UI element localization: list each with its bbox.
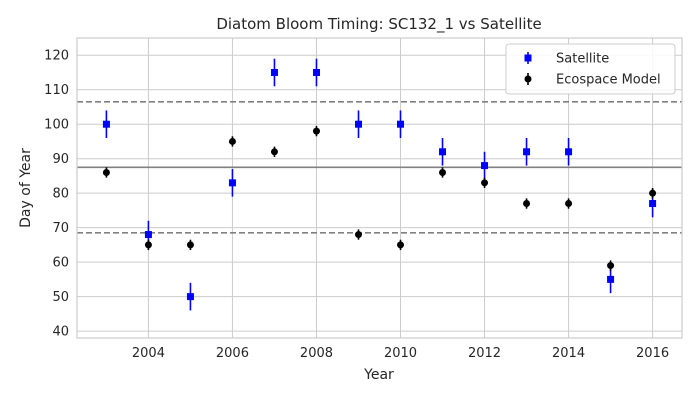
x-tick-label: 2010	[384, 346, 417, 361]
ecospace-model-point	[439, 168, 447, 176]
legend-satellite-marker	[524, 54, 532, 62]
x-tick-label: 2012	[468, 346, 501, 361]
ecospace-model-point	[354, 231, 362, 239]
ecospace-model-point	[186, 241, 194, 249]
chart-title: Diatom Bloom Timing: SC132_1 vs Satellit…	[216, 15, 541, 34]
y-tick-label: 60	[52, 256, 69, 271]
satellite-point	[354, 120, 362, 128]
y-tick-label: 100	[44, 118, 69, 133]
satellite-point	[523, 148, 531, 156]
legend-satellite-label: Satellite	[556, 52, 609, 67]
satellite-point	[439, 148, 447, 156]
satellite-point	[102, 120, 110, 128]
x-tick-label: 2004	[132, 346, 165, 361]
satellite-point	[481, 162, 489, 170]
ecospace-model-point	[523, 200, 531, 208]
ecospace-model-point	[228, 137, 236, 145]
satellite-point	[565, 148, 573, 156]
x-tick-label: 2016	[636, 346, 669, 361]
x-tick-label: 2006	[216, 346, 249, 361]
satellite-point	[228, 179, 236, 187]
ecospace-model-point	[144, 241, 152, 249]
satellite-point	[270, 68, 278, 76]
satellite-point	[186, 293, 194, 301]
y-axis-label: Day of Year	[18, 148, 34, 228]
y-tick-label: 110	[44, 83, 69, 98]
ecospace-model-point	[649, 189, 657, 197]
plot-frame	[76, 37, 683, 339]
ecospace-model-point	[102, 168, 110, 176]
y-tick-label: 90	[52, 152, 69, 167]
ecospace-model-point	[270, 148, 278, 156]
satellite-point	[144, 231, 152, 239]
ecospace-model-point	[312, 127, 320, 135]
x-tick-label: 2008	[300, 346, 333, 361]
satellite-point	[649, 200, 657, 208]
legend-ecospace-model-label: Ecospace Model	[556, 73, 661, 88]
y-tick-label: 50	[52, 290, 69, 305]
y-tick-label: 80	[52, 187, 69, 202]
satellite-point	[607, 275, 615, 283]
satellite-point	[312, 68, 320, 76]
x-tick-label: 2014	[552, 346, 585, 361]
y-tick-label: 70	[52, 221, 69, 236]
legend-box	[505, 43, 676, 95]
y-tick-label: 120	[44, 49, 69, 64]
ecospace-model-point	[607, 262, 615, 270]
ecospace-model-point	[397, 241, 405, 249]
ecospace-model-point	[481, 179, 489, 187]
ecospace-model-point	[565, 200, 573, 208]
y-tick-label: 40	[52, 325, 69, 340]
x-axis-label: Year	[363, 367, 394, 383]
legend-ecospace-model-marker	[524, 75, 532, 83]
satellite-point	[397, 120, 405, 128]
